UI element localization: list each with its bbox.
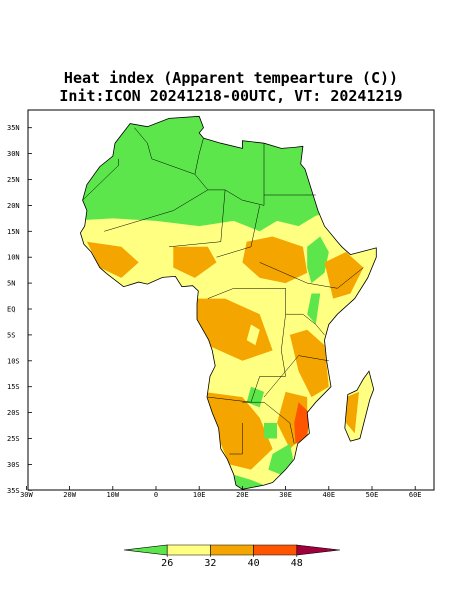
lon-label: 60E (409, 491, 422, 499)
coastline (79, 115, 377, 490)
lat-label: 35N (7, 124, 20, 132)
subtitle: Init:ICON 20241218-00UTC, VT: 20241219 (59, 87, 402, 105)
lat-label: 15N (7, 228, 20, 236)
lon-label: 20W (63, 491, 76, 499)
map-frame (27, 109, 435, 491)
lon-label: 30W (20, 491, 33, 499)
heat-zone (346, 391, 359, 434)
lat-label: 25N (7, 176, 20, 184)
colorbar-label: 32 (204, 558, 216, 569)
border (168, 189, 226, 248)
lon-label: 0 (154, 491, 158, 499)
lat-label: 20N (7, 202, 20, 210)
lat-label: 10N (7, 254, 20, 262)
heat-zone (307, 236, 329, 284)
lat-label: 15S (7, 383, 20, 391)
heat-zone (324, 252, 364, 299)
colorbar-bin (296, 544, 341, 556)
heat-zone (294, 402, 310, 444)
border (82, 158, 119, 201)
colorbar-label: 48 (291, 558, 303, 569)
border (229, 423, 243, 455)
lat-label: 25S (7, 435, 20, 443)
border (104, 189, 208, 232)
heat-zone (203, 391, 273, 470)
lon-label: 40E (322, 491, 335, 499)
lat-label: EQ (7, 306, 15, 314)
heat-zone (173, 246, 217, 278)
heat-zone (264, 423, 277, 439)
border (242, 401, 295, 444)
border (263, 355, 329, 398)
heat-zone (307, 293, 321, 325)
lon-label: 10W (106, 491, 119, 499)
lat-label: 5N (7, 280, 15, 288)
colorbar-bin (166, 544, 211, 556)
heat-zone (86, 241, 139, 278)
colorbar-bin (253, 544, 298, 556)
border (216, 205, 260, 258)
border (134, 127, 204, 175)
lat-label: 30N (7, 150, 20, 158)
border (207, 288, 286, 403)
heat-zone (194, 298, 273, 361)
colorbar-label: 26 (161, 558, 173, 569)
lon-label: 10E (193, 491, 206, 499)
lon-label: 50E (366, 491, 379, 499)
border (259, 262, 364, 289)
heat-zone (246, 324, 260, 346)
lat-label: 30S (7, 461, 20, 469)
lat-label: 10S (7, 357, 20, 365)
heat-zone (242, 236, 308, 284)
lat-label: 5S (7, 331, 15, 339)
title: Heat index (Apparent tempearture (C)) (64, 69, 398, 87)
lat-label: 20S (7, 409, 20, 417)
colorbar-bin (210, 544, 254, 556)
colorbar-label: 40 (248, 558, 260, 569)
colorbar: 26 32 40 48 (123, 544, 341, 569)
lon-label: 30E (279, 491, 292, 499)
heat-zone (289, 329, 329, 398)
border (285, 313, 325, 336)
lat-label: 35S (7, 487, 20, 495)
lon-label: 20E (236, 491, 249, 499)
